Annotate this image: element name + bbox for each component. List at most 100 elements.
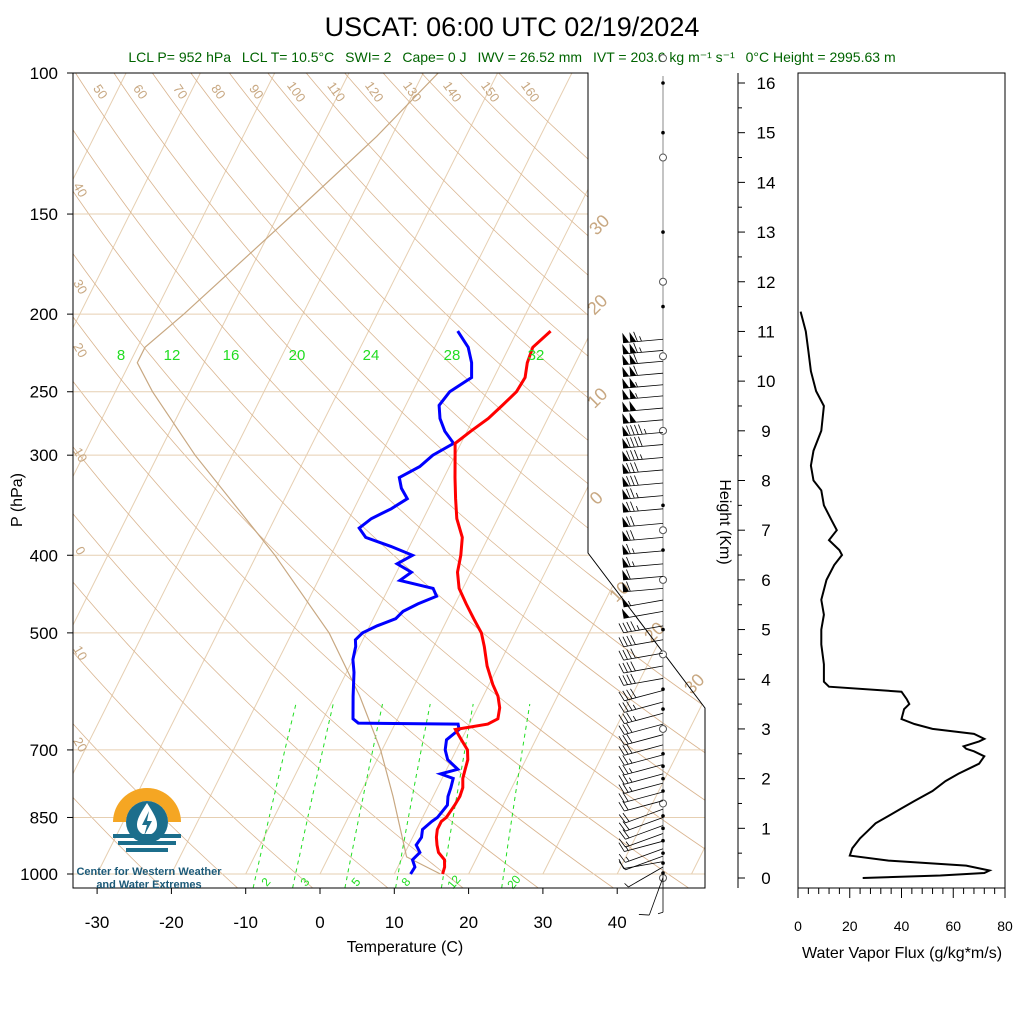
wind-barb-half: [629, 777, 633, 783]
wind-barb: [618, 648, 664, 661]
wind-profile: [618, 54, 667, 916]
wind-barb-full: [618, 746, 625, 756]
wind-barb-full: [618, 793, 625, 803]
temperature-axis: -30 -20 -10 0 10 20 30 40: [85, 888, 627, 932]
subtitle-lcl-t: LCL T= 10.5°C: [242, 49, 334, 65]
isotherm-label-left: 40: [70, 180, 90, 200]
wind-barb-full: [622, 702, 629, 712]
wind-barb-full: [626, 701, 633, 711]
isotherm-line: [542, 548, 705, 875]
wind-height-marker: [659, 426, 667, 435]
dry-adiabat-label: 110: [324, 79, 348, 105]
wind-barb-full: [630, 516, 635, 527]
wind-height-marker: [659, 650, 667, 659]
wind-barb-staff: [625, 817, 664, 832]
height-tick-label: 9: [761, 422, 770, 441]
wind-barb-half: [657, 911, 664, 915]
wind-barb-flag: [622, 366, 630, 377]
wind-barb-full: [618, 623, 624, 633]
dry-adiabat-line: [73, 190, 705, 801]
wind-barb-full: [622, 724, 629, 734]
mixing-ratio-labels: 8 12 16 20 24 28 322 3 5 8 12 20: [117, 347, 545, 892]
wind-barb-full: [622, 662, 628, 673]
wind-barb-full: [638, 914, 650, 916]
wind-barb: [622, 424, 664, 437]
wind-barb-full: [626, 662, 632, 672]
pressure-axis: 100 150 200 250 300 400 500 700 850 1000: [20, 64, 73, 884]
wind-barb-full: [618, 853, 626, 863]
flux-tick-label: 80: [997, 918, 1013, 934]
wind-barb-full: [626, 674, 632, 685]
cw3e-logo: Center for Western Weather and Water Ext…: [76, 788, 222, 891]
wind-barb: [622, 449, 664, 462]
dewpoint-line: [351, 330, 474, 875]
wind-barb-flag: [622, 489, 630, 500]
wind-barb-half: [624, 883, 629, 888]
wind-barb-staff: [623, 407, 664, 412]
wind-barb-half: [632, 561, 635, 567]
wind-barb: [618, 773, 664, 785]
wind-barb-staff: [624, 723, 664, 735]
wind-barb-staff: [623, 372, 664, 378]
height-tick-label: 11: [757, 322, 775, 341]
x-axis-label: Temperature (C): [347, 939, 463, 956]
wind-height-marker: [659, 799, 667, 808]
wind-barb-staff: [623, 457, 664, 462]
subtitle-iwv: IWV = 26.52 mm: [477, 49, 582, 65]
wind-barb-full: [626, 723, 633, 733]
wind-barb-flag: [621, 597, 630, 608]
wind-barb-full: [618, 830, 626, 840]
wind-barb: [622, 581, 664, 593]
wind-barb: [618, 817, 664, 832]
skewt-frame: [72, 72, 706, 889]
height-tick-label: 4: [761, 670, 770, 689]
wind-barb-half: [632, 704, 637, 710]
mixing-ratio-top-label: 12: [164, 347, 181, 364]
wind-barb-full: [630, 530, 635, 541]
wind-barb: [622, 556, 664, 568]
isotherm-label-left: 20: [70, 735, 90, 755]
wind-barb-half: [632, 548, 635, 554]
wind-barb-half: [643, 428, 647, 435]
wind-barb-full: [622, 636, 628, 647]
wind-height-dot: [661, 751, 665, 756]
wind-barb-flag: [622, 378, 630, 389]
subtitle-zero-height: 0°C Height = 2995.63 m: [746, 49, 896, 65]
wind-barb-staff: [623, 861, 664, 869]
wind-barb-full: [633, 365, 638, 376]
height-tick-label: 6: [761, 571, 770, 590]
wind-barb-full: [622, 649, 628, 660]
wind-barb-full: [626, 556, 631, 567]
wind-barb: [618, 855, 664, 871]
wind-barb-staff: [624, 744, 664, 756]
wind-barb: [657, 872, 664, 915]
wind-barb-flag: [622, 476, 630, 487]
pressure-tick-label: 850: [30, 808, 58, 827]
wind-barb: [618, 661, 664, 674]
wind-barb-staff: [628, 866, 664, 888]
wind-barb-staff: [623, 495, 664, 500]
wind-height-dot: [661, 838, 665, 843]
wind-barb-full: [618, 822, 626, 832]
wind-barb-full: [622, 829, 630, 839]
wind-barb-staff: [624, 800, 664, 812]
wind-barb: [622, 400, 664, 412]
temperature-tick-label: -10: [233, 913, 258, 932]
wind-barb-full: [630, 425, 635, 436]
pressure-tick-label: 1000: [20, 865, 58, 884]
flux-tick-label: 40: [894, 918, 910, 934]
dry-adiabat-label: 70: [170, 81, 191, 101]
wind-barb-full: [618, 784, 625, 794]
chart-subtitle: LCL P= 952 hPa LCL T= 10.5°C SWI= 2 Cape…: [128, 49, 895, 65]
wind-barb-half: [627, 600, 632, 606]
wind-barb-full: [630, 688, 637, 698]
dry-adiabat-line: [382, 73, 705, 373]
wind-height-marker: [659, 526, 667, 535]
wind-barb-half: [635, 393, 638, 399]
wind-barb-staff: [623, 678, 664, 686]
wind-barb-flag: [622, 438, 630, 449]
wind-barb-flag: [622, 425, 630, 436]
wind-barb: [622, 475, 664, 487]
isotherm-line: [766, 73, 1024, 874]
